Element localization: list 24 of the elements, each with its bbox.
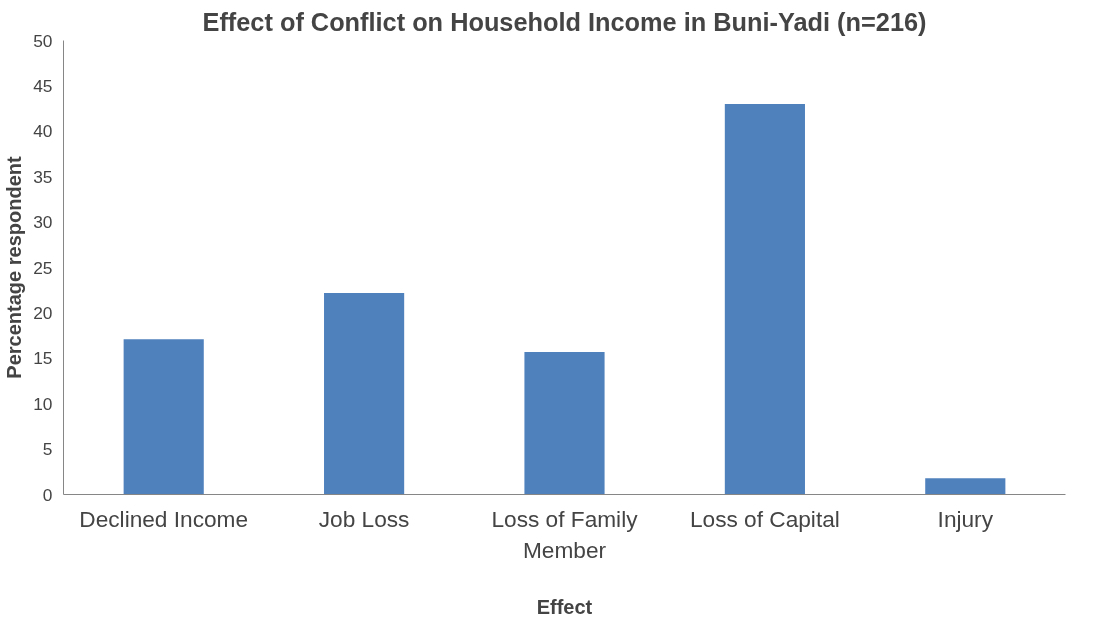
- y-tick-label: 5: [42, 439, 53, 460]
- x-tick-label: Loss of Capital: [689, 505, 840, 532]
- y-tick-label: 15: [33, 348, 53, 369]
- x-tick-label: Injury: [937, 505, 994, 532]
- bar: [324, 292, 405, 495]
- y-tick-label: 45: [33, 75, 53, 96]
- bar: [925, 478, 1006, 495]
- x-tick-label: Job Loss: [318, 505, 410, 532]
- y-tick-label: 25: [33, 257, 53, 278]
- bar: [524, 351, 605, 495]
- y-tick-label: 0: [42, 484, 53, 505]
- chart-title: Effect of Conflict on Household Income in Buni-Yadi (n=216): [202, 7, 927, 36]
- x-tick-label: Declined Income: [79, 505, 249, 532]
- y-tick-label: 40: [33, 121, 53, 142]
- y-tick-label: 10: [33, 393, 53, 414]
- y-axis-title: Percentage respondent: [3, 156, 26, 379]
- y-tick-label: 50: [33, 30, 53, 51]
- y-tick-label: 30: [33, 212, 53, 233]
- bar: [123, 339, 204, 495]
- bar: [724, 104, 805, 495]
- x-tick-label: Loss of Family Member: [491, 505, 639, 563]
- y-tick-label: 20: [33, 302, 53, 323]
- y-tick-label: 35: [33, 166, 53, 187]
- x-axis-title: Effect: [536, 595, 593, 618]
